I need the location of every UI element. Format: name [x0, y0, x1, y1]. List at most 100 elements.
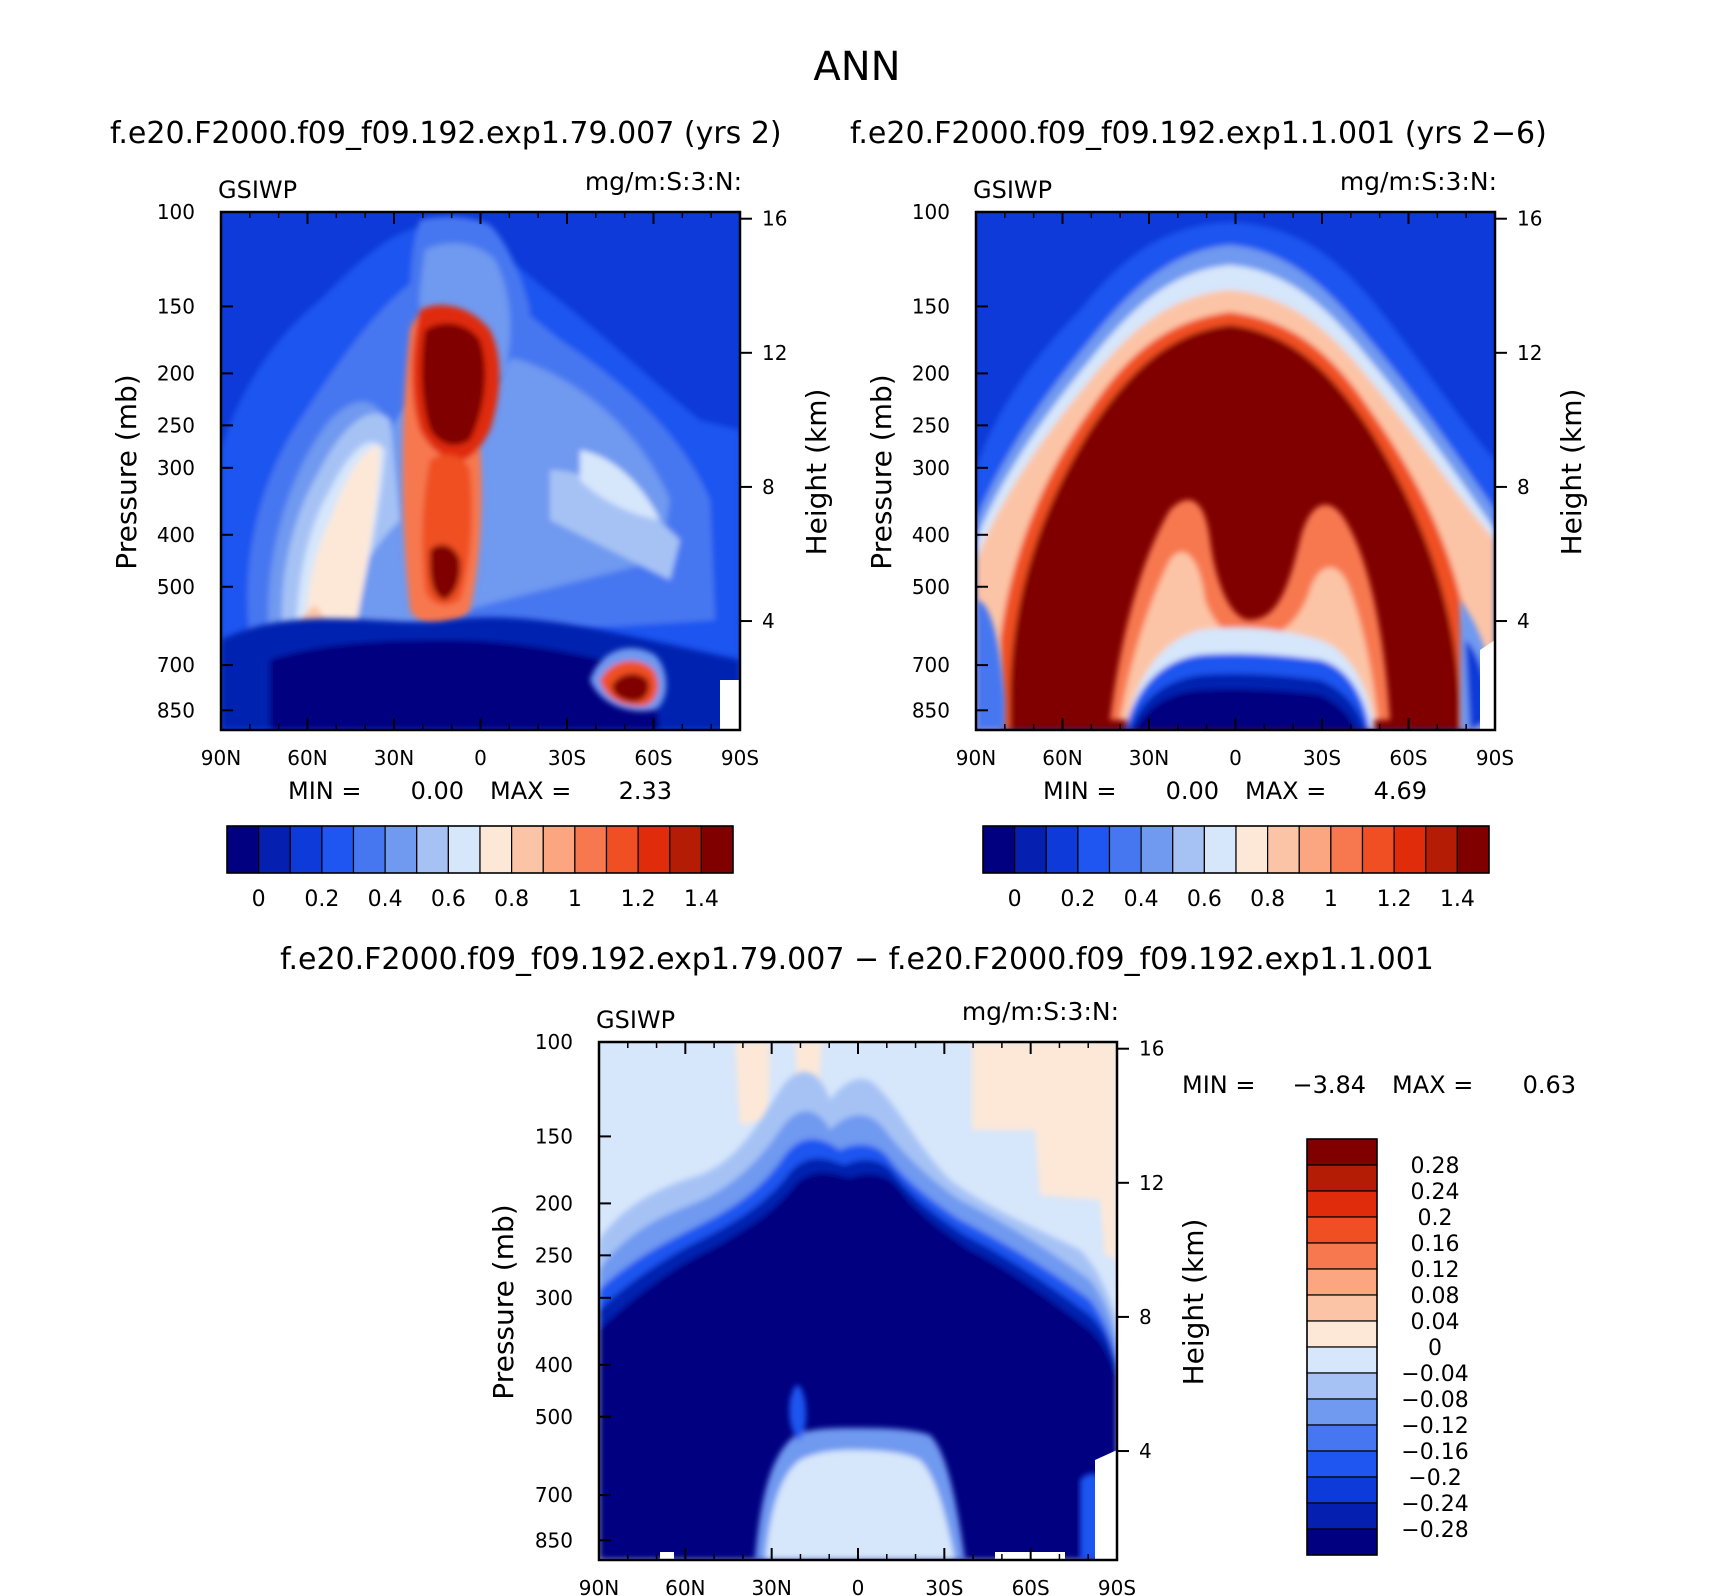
panel-2-xtick-label: 0 [1229, 746, 1242, 770]
panel-3-ytick-label: 300 [535, 1286, 573, 1310]
panel-1-variable: GSIWP [218, 176, 297, 204]
panel-3-variable: GSIWP [596, 1006, 675, 1034]
panel-1-colorbar-box [447, 825, 481, 874]
panel-3-colorbar-label: −0.28 [1401, 1518, 1468, 1543]
panel-2-colorbar-box [1172, 825, 1205, 874]
panel-3-colorbar-box [1306, 1424, 1378, 1452]
panel-1-colorbar-label: 1.2 [621, 887, 656, 912]
panel-1-ylabel: Pressure (mb) [110, 374, 143, 569]
panel-3-xtick-label: 30N [751, 1576, 791, 1596]
panel-1-xtick-label: 30S [548, 746, 586, 770]
panel-2-colorbar-box [1330, 825, 1364, 874]
panel-3-ylabel-right: Height (km) [1177, 1219, 1210, 1386]
panel-3-ylabel: Pressure (mb) [487, 1204, 520, 1399]
panel-1-colorbar-frame [226, 825, 734, 874]
panel-1-contours [221, 212, 740, 730]
panel-2-ytick-label: 500 [912, 575, 950, 599]
panel-2-xtick-label: 90S [1476, 746, 1514, 770]
panel-3-ytick-right-label: 12 [1139, 1171, 1164, 1195]
panel-1-colorbar-box [416, 825, 449, 874]
panel-3-colorbar-label: 0.24 [1411, 1180, 1460, 1205]
panel-2-contours [976, 212, 1495, 730]
panel-3-colorbar-label: 0.2 [1418, 1206, 1453, 1231]
panel-3-colorbar-box [1306, 1164, 1378, 1192]
panel-2-xtick-label: 30N [1129, 746, 1169, 770]
panel-1-colorbar-box [321, 825, 355, 874]
panel-3-colorbar-box [1306, 1294, 1378, 1322]
panel-1-xtick-label: 90S [721, 746, 759, 770]
panel-3-colorbar-box [1306, 1346, 1378, 1374]
panel-1-xtick-label: 60N [287, 746, 327, 770]
panel-3-colorbar-label: −0.12 [1401, 1414, 1468, 1439]
panel-2-ylabel-right: Height (km) [1555, 389, 1588, 556]
panel-1-colorbar-box [289, 825, 323, 874]
panel-1-ytick-label: 100 [157, 200, 195, 224]
panel-2-colorbar-box [1361, 825, 1395, 874]
panel-2-colorbar-box [1425, 825, 1458, 874]
panel-3-min-label: MIN = [1182, 1071, 1255, 1099]
panel-1-ylabel-right: Height (km) [800, 389, 833, 556]
panel-3-colorbar-box [1306, 1450, 1378, 1478]
panel-3-colorbar-label: 0 [1428, 1336, 1442, 1361]
panel-2-ytick-right-label: 12 [1517, 341, 1542, 365]
panel-1-xtick-label: 90N [201, 746, 241, 770]
panel-3-ytick-label: 700 [535, 1483, 573, 1507]
panel-3-xtick-label: 90N [579, 1576, 619, 1596]
panel-3-ytick-right-label: 8 [1139, 1305, 1152, 1329]
panel-3-colorbar-label: −0.04 [1401, 1362, 1468, 1387]
panel-1-ytick-right-label: 12 [762, 341, 787, 365]
panel-3-min-value: −3.84 [1292, 1071, 1366, 1099]
panel-1-ytick-right-label: 8 [762, 475, 775, 499]
panel-2-colorbar-box [1108, 825, 1142, 874]
panel-2-units: mg/m:S:3:N: [1340, 167, 1497, 196]
panel-2-colorbar-box [1140, 825, 1174, 874]
panel-2-xtick-label: 60N [1042, 746, 1082, 770]
panel-2-colorbar-label: 0 [1008, 887, 1022, 912]
panel-3-xtick-label: 90S [1098, 1576, 1136, 1596]
panel-2-ytick-right-label: 4 [1517, 609, 1530, 633]
panel-1-ytick-label: 250 [157, 413, 195, 437]
panel-3-colorbar-label: 0.04 [1411, 1310, 1460, 1335]
panel-1-colorbar-box [605, 825, 639, 874]
panel-3-colorbar-label: 0.28 [1411, 1154, 1460, 1179]
panel-2-colorbar-box [1203, 825, 1237, 874]
panel-1-xtick-label: 60S [634, 746, 672, 770]
panel-3-xtick-label: 30S [925, 1576, 963, 1596]
panel-3-colorbar-box [1306, 1242, 1378, 1270]
panel-3-units: mg/m:S:3:N: [962, 997, 1119, 1026]
panel-3-colorbar-box [1306, 1190, 1378, 1218]
panel-3-contours [599, 1042, 1117, 1560]
panel-1-colorbar-box [226, 825, 260, 874]
panel-1-colorbar-label: 0.4 [368, 887, 403, 912]
panel-2-colorbar-box [1267, 825, 1300, 874]
panel-2-ytick-label: 200 [912, 361, 950, 385]
panel-3-axes: 100 150 200 250 300 400 500 700 850 16 12 8 4 90N 60N 3… [535, 1030, 1469, 1596]
panel-1-colorbar-box [669, 825, 702, 874]
panel-2-ytick-label: 100 [912, 200, 950, 224]
panel-2-ytick-label: 300 [912, 456, 950, 480]
panel-3-colorbar-box [1306, 1320, 1378, 1348]
panel-1-colorbar-box [542, 825, 576, 874]
panel-3-colorbar-box [1306, 1372, 1378, 1400]
panel-1-ytick-right-label: 4 [762, 609, 775, 633]
panel-3-ytick-label: 100 [535, 1030, 573, 1054]
panel-2-xtick-label: 90N [956, 746, 996, 770]
panel-2-max-label: MAX = [1245, 777, 1326, 805]
panel-2-ytick-right-label: 8 [1517, 475, 1530, 499]
panel-2-colorbar-label: 0.6 [1187, 887, 1222, 912]
panel-1-ytick-label: 500 [157, 575, 195, 599]
panel-2-xtick-label: 60S [1389, 746, 1427, 770]
panel-2-ytick-label: 400 [912, 523, 950, 547]
panel-1-ytick-label: 400 [157, 523, 195, 547]
panel-2-min-value: 0.00 [1166, 777, 1219, 805]
main-title: ANN [813, 44, 900, 90]
panel-3-xtick-label: 0 [852, 1576, 865, 1596]
panel-1-colorbar-box [574, 825, 608, 874]
panel-1-min-label: MIN = [288, 777, 361, 805]
panel-1-max-label: MAX = [490, 777, 571, 805]
panel-1-xtick-label: 0 [474, 746, 487, 770]
panel-3-ytick-label: 500 [535, 1405, 573, 1429]
panel-2-colorbar-box [1045, 825, 1079, 874]
